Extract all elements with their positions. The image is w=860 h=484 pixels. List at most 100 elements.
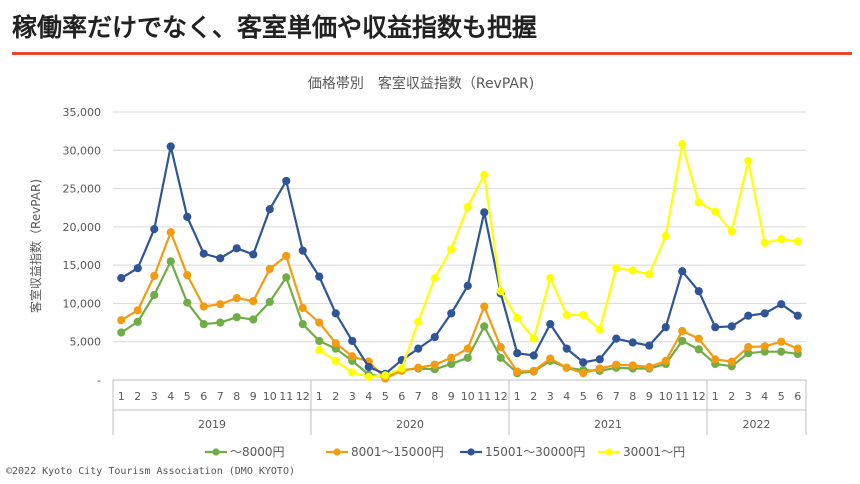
legend: ～8000円 8001～15000円 15001～30000円 30001～円 bbox=[205, 445, 685, 459]
x-tick-label: 1 bbox=[514, 390, 521, 403]
data-point bbox=[298, 303, 307, 313]
data-point bbox=[513, 367, 522, 376]
legend-label: 15001～30000円 bbox=[485, 445, 585, 459]
data-point bbox=[793, 344, 802, 353]
data-point bbox=[793, 237, 802, 246]
data-point bbox=[744, 311, 753, 320]
data-point bbox=[777, 300, 786, 309]
x-tick-label: 1 bbox=[712, 390, 719, 403]
x-tick-label: 8 bbox=[233, 390, 240, 403]
data-point bbox=[232, 293, 241, 303]
data-point bbox=[232, 313, 241, 322]
data-point bbox=[216, 318, 225, 327]
data-point bbox=[645, 362, 654, 372]
data-point bbox=[282, 273, 291, 282]
data-point bbox=[315, 272, 324, 281]
data-point bbox=[232, 244, 241, 253]
data-point bbox=[265, 264, 274, 274]
y-axis-label: 客室収益指数（RevPAR) bbox=[28, 179, 43, 313]
data-point bbox=[546, 320, 555, 329]
legend-label: ～8000円 bbox=[230, 445, 285, 459]
data-point bbox=[298, 320, 307, 329]
data-point bbox=[249, 297, 258, 306]
x-tick-label: 11 bbox=[477, 390, 491, 403]
data-point bbox=[414, 317, 423, 326]
data-point bbox=[265, 205, 274, 214]
data-point bbox=[496, 287, 505, 296]
data-point bbox=[133, 306, 142, 315]
series-lines bbox=[117, 140, 802, 383]
x-tick-label: 5 bbox=[778, 390, 785, 403]
year-label: 2019 bbox=[198, 418, 226, 431]
data-point bbox=[447, 244, 456, 254]
y-tick-label: 35,000 bbox=[63, 106, 102, 119]
data-point bbox=[711, 323, 720, 332]
series-3 bbox=[117, 142, 802, 378]
data-point bbox=[727, 322, 736, 331]
data-point bbox=[694, 287, 703, 296]
y-tick-label: 10,000 bbox=[63, 297, 102, 310]
data-point bbox=[777, 347, 786, 356]
legend-entry: 15001～30000円 bbox=[460, 445, 585, 459]
y-tick-label: 30,000 bbox=[63, 144, 102, 157]
data-point bbox=[463, 344, 472, 353]
data-point bbox=[216, 300, 225, 309]
data-point bbox=[595, 364, 604, 373]
data-point bbox=[364, 372, 373, 382]
x-tick-label: 3 bbox=[745, 390, 752, 403]
x-tick-label: 6 bbox=[794, 390, 801, 403]
data-point bbox=[166, 142, 175, 151]
data-point bbox=[183, 270, 192, 280]
legend-entry: 30001～円 bbox=[598, 445, 685, 459]
data-point bbox=[315, 336, 324, 346]
data-point bbox=[694, 345, 703, 354]
data-point bbox=[463, 281, 472, 290]
data-point bbox=[150, 290, 159, 300]
series-1 bbox=[117, 257, 802, 382]
data-point bbox=[595, 325, 604, 334]
data-point bbox=[199, 302, 208, 311]
data-point bbox=[529, 351, 538, 360]
data-point bbox=[249, 250, 258, 259]
x-tick-label: 10 bbox=[659, 390, 673, 403]
series-line bbox=[120, 260, 798, 379]
series-2 bbox=[117, 228, 802, 383]
data-point bbox=[265, 297, 274, 306]
data-point bbox=[579, 358, 588, 367]
data-point bbox=[430, 360, 439, 369]
x-tick-label: 11 bbox=[675, 390, 689, 403]
data-point bbox=[133, 317, 142, 326]
y-tick-label: 5,000 bbox=[70, 336, 102, 349]
x-tick-label: 3 bbox=[349, 390, 356, 403]
legend-swatch-marker bbox=[333, 448, 341, 456]
x-tick-label: 8 bbox=[431, 390, 438, 403]
data-point bbox=[133, 264, 142, 273]
data-point bbox=[249, 315, 258, 324]
data-point bbox=[760, 238, 769, 248]
x-tick-label: 9 bbox=[250, 390, 257, 403]
data-point bbox=[694, 198, 703, 207]
legend-swatch-marker bbox=[467, 448, 475, 456]
data-point bbox=[183, 212, 192, 222]
y-tick-label: - bbox=[97, 374, 101, 387]
data-point bbox=[430, 274, 439, 283]
data-point bbox=[678, 140, 687, 149]
data-point bbox=[463, 353, 472, 362]
x-tick-label: 1 bbox=[316, 390, 323, 403]
data-point bbox=[331, 309, 340, 318]
x-tick-label: 4 bbox=[761, 390, 768, 403]
data-point bbox=[183, 298, 192, 307]
x-tick-label: 6 bbox=[596, 390, 603, 403]
data-point bbox=[579, 369, 588, 378]
data-point bbox=[595, 355, 604, 364]
data-point bbox=[331, 356, 340, 365]
x-tick-label: 2 bbox=[530, 390, 537, 403]
data-point bbox=[628, 338, 637, 347]
data-point bbox=[447, 309, 456, 318]
x-tick-label: 7 bbox=[415, 390, 422, 403]
chart-title: 価格帯別 客室収益指数（RevPAR) bbox=[308, 75, 534, 92]
data-point bbox=[199, 249, 208, 258]
data-point bbox=[216, 254, 225, 263]
data-point bbox=[711, 355, 720, 364]
data-point bbox=[199, 320, 208, 329]
